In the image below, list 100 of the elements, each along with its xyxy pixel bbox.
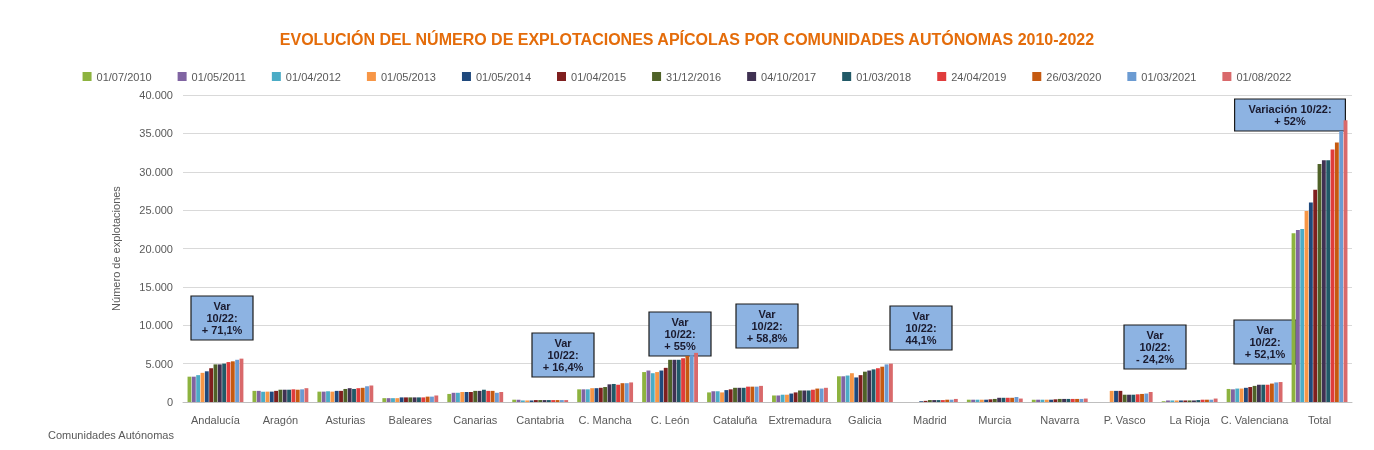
bar: [278, 389, 283, 402]
bar: [676, 359, 681, 402]
bar: [663, 367, 668, 402]
legend-label: 31/12/2016: [666, 70, 722, 83]
bar: [875, 368, 880, 402]
bar: [391, 398, 395, 402]
bar: [421, 397, 426, 402]
x-tick-label: C. Mancha: [578, 413, 633, 426]
bar: [1075, 398, 1080, 402]
bar: [603, 387, 608, 402]
x-tick-label: Galicia: [848, 413, 883, 426]
y-tick-label: 20.000: [139, 242, 173, 255]
legend-label: 01/03/2021: [1141, 70, 1197, 83]
bar: [1114, 390, 1118, 402]
bar: [711, 391, 716, 402]
bar: [1261, 384, 1266, 402]
y-tick-label: 5.000: [145, 357, 173, 370]
legend-label: 01/08/2022: [1236, 70, 1292, 83]
bar: [1278, 382, 1283, 402]
bar: [1118, 390, 1123, 402]
bar: [1109, 390, 1114, 402]
bar: [655, 372, 660, 402]
bar: [707, 392, 711, 402]
bar: [1334, 142, 1339, 402]
bar: [481, 389, 486, 402]
x-tick-label: Baleares: [388, 413, 433, 426]
legend-label: 01/05/2014: [475, 70, 532, 83]
bar: [689, 355, 694, 402]
bar: [862, 371, 867, 402]
bar: [772, 395, 776, 402]
legend-label: 24/04/2019: [951, 70, 1007, 83]
annotation: Var 10/22: - 24,2%: [1136, 329, 1175, 365]
bar: [365, 386, 369, 402]
x-tick-label: Murcia: [978, 413, 1013, 426]
bar: [694, 352, 699, 402]
bar: [754, 386, 759, 402]
x-tick-label: Cataluña: [713, 413, 758, 426]
bar: [650, 373, 655, 402]
bar: [304, 388, 309, 402]
bar: [1122, 394, 1127, 402]
bar: [499, 392, 504, 402]
x-tick-label: C. León: [650, 413, 690, 426]
bar: [256, 390, 261, 402]
bar: [992, 398, 997, 402]
bar: [849, 373, 854, 402]
bar: [217, 364, 222, 402]
bar: [490, 390, 495, 402]
x-tick-label: Navarra: [1040, 413, 1081, 426]
bar: [1053, 399, 1058, 402]
bar: [806, 390, 811, 402]
bar: [880, 366, 885, 402]
bar: [209, 368, 214, 402]
x-tick-label: Aragón: [262, 413, 299, 426]
bar: [759, 385, 763, 402]
legend-label: 01/04/2012: [285, 70, 341, 83]
bar: [317, 391, 322, 402]
bar: [724, 390, 729, 402]
bar: [196, 375, 201, 402]
x-tick-label: Cantabria: [516, 413, 565, 426]
x-tick-label: P. Vasco: [1103, 413, 1146, 426]
bar: [274, 390, 279, 402]
bar: [888, 363, 893, 402]
bar: [785, 394, 789, 402]
bar: [798, 390, 802, 402]
bar: [1339, 131, 1344, 402]
bar: [265, 391, 270, 402]
bar: [884, 364, 889, 402]
bar: [447, 393, 452, 402]
bar: [191, 376, 196, 402]
bar: [1243, 387, 1248, 402]
bar: [321, 391, 326, 402]
bar: [282, 389, 287, 402]
bar: [728, 389, 733, 402]
legend-label: 26/03/2020: [1046, 70, 1102, 83]
legend-label: 04/10/2017: [761, 70, 817, 83]
bar: [720, 392, 724, 402]
bar: [1127, 394, 1131, 402]
y-tick-label: 30.000: [139, 165, 173, 178]
bar: [408, 397, 413, 402]
legend-label: 01/07/2010: [96, 70, 152, 83]
bar: [953, 398, 958, 402]
bar: [1070, 398, 1075, 402]
x-axis-title: Comunidades Autónomas: [48, 428, 175, 441]
bar: [1057, 398, 1062, 402]
bar: [455, 392, 460, 402]
bar: [577, 389, 582, 402]
bar: [746, 386, 750, 402]
bar: [1300, 228, 1305, 402]
legend-label: 01/05/2011: [191, 70, 246, 83]
annotation: Var 10/22: + 52,1%: [1244, 324, 1286, 360]
bar: [295, 389, 300, 402]
bar: [464, 392, 469, 402]
bar: [793, 392, 798, 402]
bar: [460, 392, 465, 402]
bar: [1140, 393, 1144, 402]
bar: [854, 377, 859, 402]
chart-title: EVOLUCIÓN DEL NÚMERO DE EXPLOTACIONES APÍCOLAS POR COMUNIDADES AUTÓNOMAS 2010-2022: [279, 29, 1095, 48]
bar: [871, 369, 876, 402]
bar: [988, 399, 993, 402]
y-tick-label: 15.000: [139, 280, 173, 293]
